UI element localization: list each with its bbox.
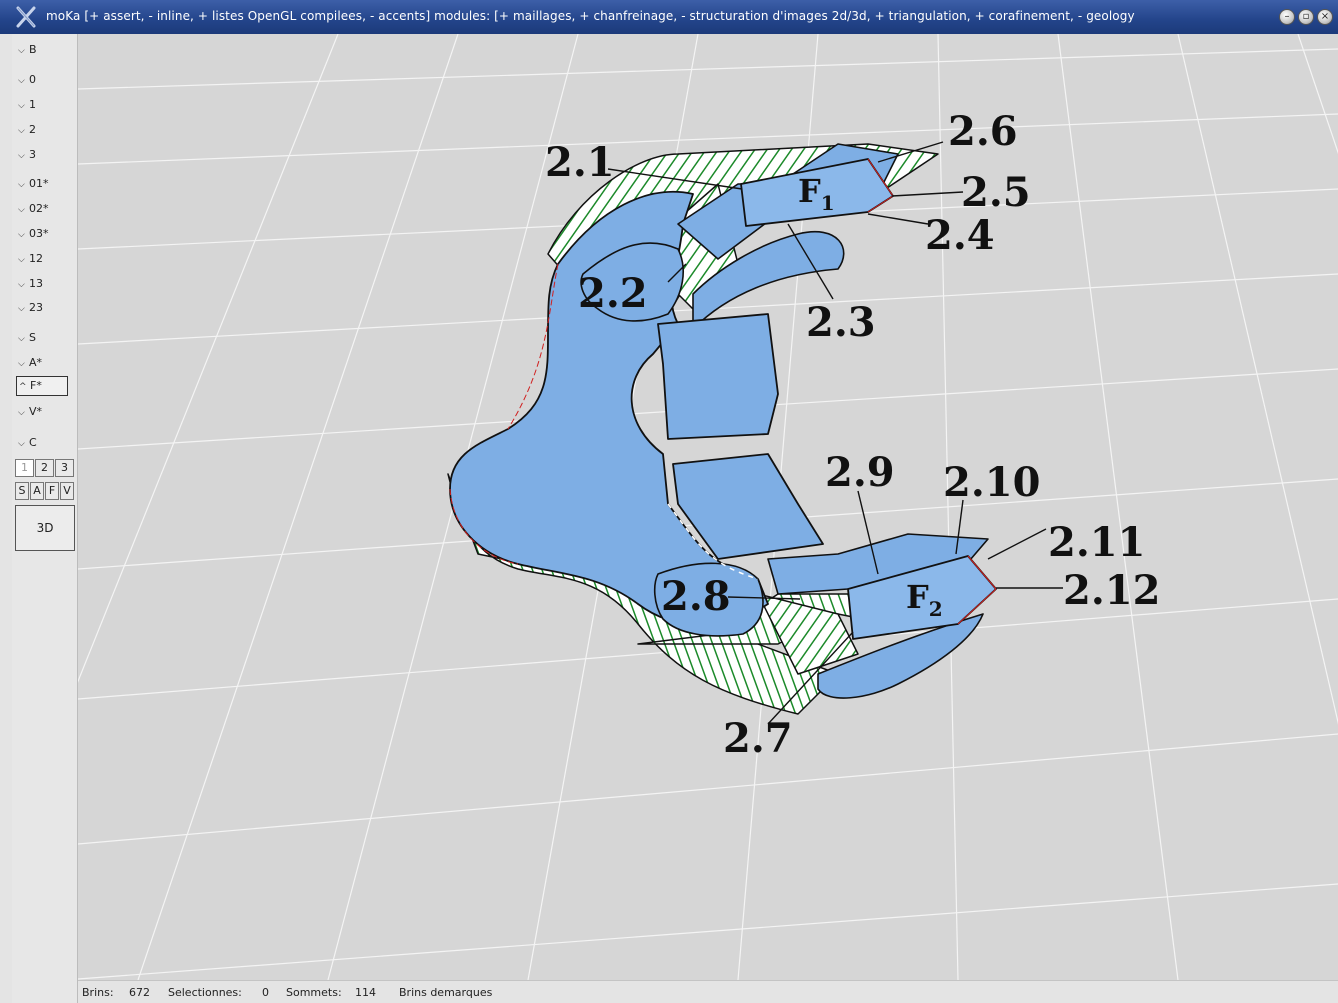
- panel-item-2[interactable]: ⌵ 2: [18, 123, 36, 136]
- label-2-11: 2.11: [1048, 519, 1145, 566]
- window-title: moKa [+ assert, - inline, + listes OpenG…: [46, 9, 1135, 23]
- chevron-down-icon: ⌵: [18, 408, 25, 418]
- panel-item-02[interactable]: ⌵ 02*: [18, 202, 49, 215]
- label-2-3: 2.3: [806, 299, 876, 346]
- chevron-down-icon: ⌵: [18, 101, 25, 111]
- chevron-down-icon: ⌵: [18, 205, 25, 215]
- chevron-down-icon: ⌵: [18, 359, 25, 369]
- label-2-4: 2.4: [925, 212, 995, 259]
- label-2-12: 2.12: [1063, 567, 1160, 614]
- label-2-7: 2.7: [723, 715, 793, 762]
- minimize-icon[interactable]: –: [1279, 9, 1295, 25]
- title-bar: moKa [+ assert, - inline, + listes OpenG…: [0, 0, 1338, 34]
- direction-selector: S A F V: [15, 482, 75, 500]
- label-2-10: 2.10: [943, 459, 1040, 506]
- panel-item-3[interactable]: ⌵ 3: [18, 148, 36, 161]
- chevron-down-icon: ⌵: [18, 304, 25, 314]
- chevron-down-icon: ⌵: [18, 46, 25, 56]
- scene: 2.1 2.2 2.3 2.4 2.5 2.6 2.7 2.8 2.9 2.10…: [78, 34, 1338, 980]
- label-2-5: 2.5: [961, 169, 1031, 216]
- panel-item-f[interactable]: ^ F*: [16, 376, 68, 396]
- view-3d-button[interactable]: 3D: [15, 505, 75, 551]
- sommets-label: Sommets:: [286, 986, 342, 999]
- callout-labels: 2.1 2.2 2.3 2.4 2.5 2.6 2.7 2.8 2.9 2.10…: [545, 108, 1160, 762]
- panel-item-12[interactable]: ⌵ 12: [18, 252, 43, 265]
- panel-item-b[interactable]: ⌵ B: [18, 43, 37, 56]
- label-2-2: 2.2: [578, 270, 648, 317]
- face-label-f1: F1: [798, 172, 835, 215]
- label-2-6: 2.6: [948, 108, 1018, 155]
- chevron-down-icon: ⌵: [18, 151, 25, 161]
- mode-button-3[interactable]: 3: [55, 459, 74, 477]
- mode-button-1[interactable]: 1: [15, 459, 34, 477]
- chevron-down-icon: ⌵: [18, 180, 25, 190]
- mode-button-2[interactable]: 2: [35, 459, 54, 477]
- close-icon[interactable]: ×: [1317, 9, 1333, 25]
- restore-icon[interactable]: ▫: [1298, 9, 1314, 25]
- selectionnes-count: 0: [262, 986, 269, 999]
- chevron-up-icon: ^: [19, 382, 27, 392]
- selectionnes-label: Selectionnes:: [168, 986, 242, 999]
- direction-button-f[interactable]: F: [45, 482, 59, 500]
- chevron-down-icon: ⌵: [18, 126, 25, 136]
- mode-selector: 1 2 3: [15, 459, 75, 477]
- direction-button-s[interactable]: S: [15, 482, 29, 500]
- callout-leaders: [607, 141, 1063, 725]
- chevron-down-icon: ⌵: [18, 439, 25, 449]
- panel-item-01[interactable]: ⌵ 01*: [18, 177, 49, 190]
- brins-count: 672: [129, 986, 150, 999]
- chevron-down-icon: ⌵: [18, 230, 25, 240]
- panel-item-0[interactable]: ⌵ 0: [18, 73, 36, 86]
- panel-item-13[interactable]: ⌵ 13: [18, 277, 43, 290]
- panel-item-1[interactable]: ⌵ 1: [18, 98, 36, 111]
- chevron-down-icon: ⌵: [18, 76, 25, 86]
- panel-item-a[interactable]: ⌵ A*: [18, 356, 43, 369]
- control-panel: ⌵ B ⌵ 0 ⌵ 1 ⌵ 2 ⌵ 3 ⌵ 01* ⌵ 02* ⌵ 03* ⌵ 12 ⌵ 13 ⌵ 2…: [12, 34, 78, 1003]
- brins-demarques-text: Brins demarques: [399, 986, 493, 999]
- x-icon[interactable]: [14, 5, 38, 29]
- chevron-down-icon: ⌵: [18, 334, 25, 344]
- chevron-down-icon: ⌵: [18, 280, 25, 290]
- status-bar: Brins: 672 Selectionnes: 0 Sommets: 114 …: [78, 980, 1338, 1003]
- label-2-9: 2.9: [825, 449, 895, 496]
- label-2-1: 2.1: [545, 139, 615, 186]
- direction-button-a[interactable]: A: [30, 482, 44, 500]
- panel-item-s[interactable]: ⌵ S: [18, 331, 36, 344]
- label-2-8: 2.8: [661, 573, 731, 620]
- direction-button-v[interactable]: V: [60, 482, 74, 500]
- brins-label: Brins:: [82, 986, 114, 999]
- chevron-down-icon: ⌵: [18, 255, 25, 265]
- face-label-f2: F2: [906, 578, 943, 621]
- mesh-object[interactable]: [447, 143, 997, 715]
- viewport-3d[interactable]: 2.1 2.2 2.3 2.4 2.5 2.6 2.7 2.8 2.9 2.10…: [78, 34, 1338, 980]
- panel-item-03[interactable]: ⌵ 03*: [18, 227, 49, 240]
- sommets-count: 114: [355, 986, 376, 999]
- panel-item-c[interactable]: ⌵ C: [18, 436, 37, 449]
- panel-item-23[interactable]: ⌵ 23: [18, 301, 43, 314]
- panel-item-v[interactable]: ⌵ V*: [18, 405, 43, 418]
